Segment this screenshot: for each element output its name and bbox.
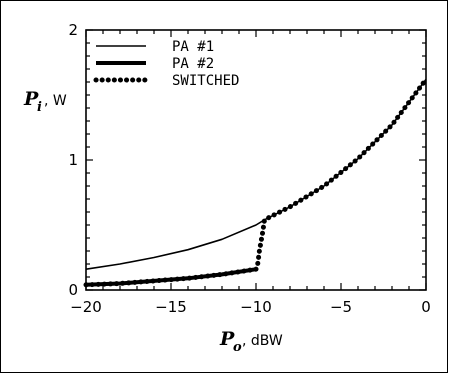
y-tick-label: 2	[68, 21, 78, 39]
x-axis-symbol: P	[219, 328, 235, 350]
y-axis-symbol: P	[23, 88, 39, 110]
legend-label: SWITCHED	[172, 73, 239, 89]
x-tick-label: −15	[155, 298, 187, 316]
y-axis-label: P i , W	[23, 88, 67, 115]
x-axis-label: P o , dBW	[219, 328, 283, 355]
x-tick-label: 0	[421, 298, 431, 316]
x-tick-label: −5	[330, 298, 352, 316]
series-pa-1	[85, 78, 427, 270]
y-tick-label: 1	[68, 151, 78, 169]
y-tick-label: 0	[68, 281, 78, 299]
series-switched	[83, 76, 429, 288]
y-axis-subscript: i	[37, 100, 42, 115]
plot-border	[85, 29, 427, 291]
axes: −20 −15 −10 −5 0 0 1 2	[68, 21, 430, 316]
y-axis-unit: , W	[44, 93, 67, 109]
series-group	[83, 76, 429, 288]
x-axis-subscript: o	[233, 340, 242, 355]
x-tick-label: −20	[70, 298, 102, 316]
x-tick-label: −10	[240, 298, 272, 316]
legend-label: PA #2	[172, 56, 214, 72]
x-axis-unit: , dBW	[242, 333, 283, 349]
legend-label: PA #1	[172, 39, 214, 55]
